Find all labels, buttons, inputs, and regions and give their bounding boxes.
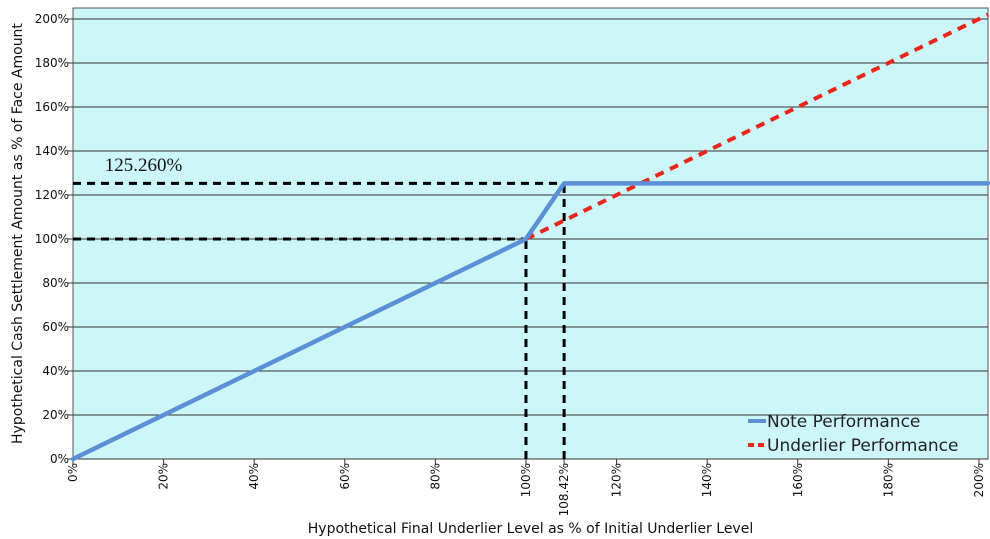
x-tick-label: 60% <box>338 463 352 490</box>
legend: Note Performance Underlier Performance <box>748 412 958 456</box>
series-lines <box>70 12 990 462</box>
y-tick-labels: 0% 20% 40% 60% 80% 100% 120% 140% 160% 180% 200% <box>35 12 69 466</box>
y-axis-title: Hypothetical Cash Settlement Amount as %… <box>10 23 26 444</box>
legend-label-0: Note Performance <box>767 412 920 432</box>
reference-lines <box>73 181 566 459</box>
x-tick-label: 120% <box>610 463 624 497</box>
annotation-label: 125.260% <box>105 155 183 176</box>
y-tick-label: 0% <box>50 452 69 466</box>
series-line-note-performance <box>70 181 990 462</box>
x-axis-title: Hypothetical Final Underlier Level as % … <box>308 521 753 537</box>
x-tick-label: 108.42% <box>557 463 571 516</box>
legend-label-1: Underlier Performance <box>767 436 958 456</box>
y-tick-label: 100% <box>35 232 69 246</box>
y-tick-label: 80% <box>42 276 69 290</box>
y-tick-label: 140% <box>35 144 69 158</box>
x-tick-label: 20% <box>157 463 171 490</box>
y-tick-label: 200% <box>35 12 69 26</box>
x-tick-label: 0% <box>66 463 80 482</box>
x-tick-label: 160% <box>791 463 805 497</box>
x-tick-label: 80% <box>428 463 442 490</box>
y-tick-label: 180% <box>35 56 69 70</box>
x-tick-label: 140% <box>700 463 714 497</box>
x-tick-label: 40% <box>247 463 261 490</box>
gridlines <box>68 18 988 464</box>
x-tick-label: 100% <box>519 463 533 497</box>
annotations: 125.260% <box>105 155 183 176</box>
x-tick-label: 200% <box>972 463 986 497</box>
x-tick-labels: 0% 20% 40% 60% 80% 100% 108.42% 120% 140% 160% 180… <box>66 463 986 516</box>
y-tick-label: 120% <box>35 188 69 202</box>
y-tick-label: 60% <box>42 320 69 334</box>
series-line-underlier-performance <box>525 12 989 241</box>
y-tick-label: 40% <box>42 364 69 378</box>
y-tick-label: 20% <box>42 408 69 422</box>
y-tick-label: 160% <box>35 100 69 114</box>
x-tick-label: 180% <box>881 463 895 497</box>
